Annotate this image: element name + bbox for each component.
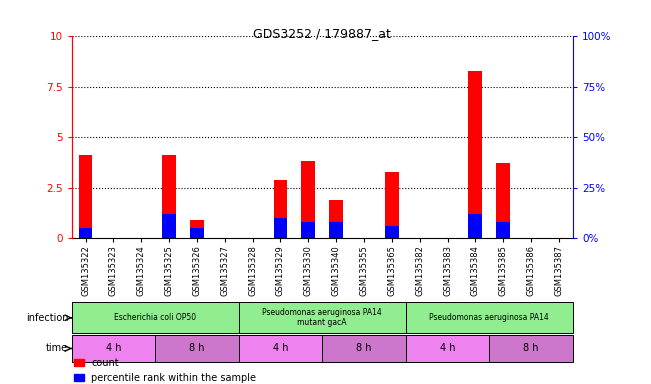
Bar xyxy=(190,220,204,238)
Text: time: time xyxy=(46,343,68,354)
Bar xyxy=(385,226,399,238)
Bar xyxy=(301,222,315,238)
Bar xyxy=(79,228,92,238)
Bar xyxy=(385,172,399,238)
Text: 4 h: 4 h xyxy=(440,343,455,354)
FancyBboxPatch shape xyxy=(406,302,573,333)
Bar xyxy=(190,228,204,238)
FancyBboxPatch shape xyxy=(406,334,490,362)
Text: 8 h: 8 h xyxy=(356,343,372,354)
FancyBboxPatch shape xyxy=(490,334,573,362)
Text: 4 h: 4 h xyxy=(273,343,288,354)
Text: 4 h: 4 h xyxy=(105,343,121,354)
Text: Pseudomonas aeruginosa PA14
mutant gacA: Pseudomonas aeruginosa PA14 mutant gacA xyxy=(262,308,382,328)
Bar xyxy=(329,200,343,238)
Bar xyxy=(273,180,288,238)
Bar xyxy=(469,214,482,238)
FancyBboxPatch shape xyxy=(72,334,155,362)
Text: 8 h: 8 h xyxy=(523,343,539,354)
FancyBboxPatch shape xyxy=(239,334,322,362)
Text: Escherichia coli OP50: Escherichia coli OP50 xyxy=(114,313,196,322)
Legend: count, percentile rank within the sample: count, percentile rank within the sample xyxy=(70,354,260,384)
Bar xyxy=(79,156,92,238)
Bar xyxy=(301,161,315,238)
Bar xyxy=(329,222,343,238)
Text: infection: infection xyxy=(26,313,68,323)
Bar xyxy=(496,164,510,238)
FancyBboxPatch shape xyxy=(155,334,239,362)
Text: Pseudomonas aeruginosa PA14: Pseudomonas aeruginosa PA14 xyxy=(430,313,549,322)
Bar xyxy=(162,214,176,238)
Bar xyxy=(469,71,482,238)
Text: GDS3252 / 179887_at: GDS3252 / 179887_at xyxy=(253,27,391,40)
Bar xyxy=(162,156,176,238)
Bar xyxy=(273,218,288,238)
FancyBboxPatch shape xyxy=(72,302,239,333)
FancyBboxPatch shape xyxy=(322,334,406,362)
FancyBboxPatch shape xyxy=(239,302,406,333)
Bar xyxy=(496,222,510,238)
Text: 8 h: 8 h xyxy=(189,343,204,354)
